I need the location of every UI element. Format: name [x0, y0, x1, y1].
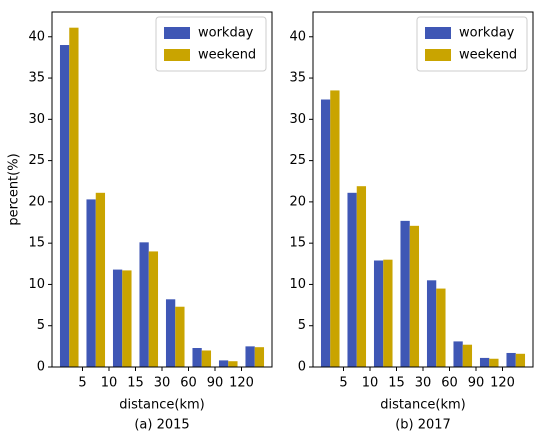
x-tick-label: 120: [229, 376, 254, 391]
x-tick-label: 30: [154, 376, 171, 391]
y-tick-label: 30: [289, 112, 306, 127]
bar: [356, 186, 367, 367]
bar: [218, 360, 229, 367]
y-tick-label: 10: [28, 277, 45, 292]
y-axis-label: percent(%): [7, 153, 22, 225]
bar: [192, 348, 202, 367]
bar: [122, 270, 132, 367]
legend-label: workday: [198, 26, 254, 41]
x-tick-label: 10: [362, 376, 379, 391]
caption: (b) 2017: [395, 418, 451, 433]
legend-label: weekend: [459, 48, 517, 63]
y-tick-label: 15: [28, 236, 45, 251]
y-tick-label: 0: [37, 360, 45, 375]
bar: [330, 90, 340, 367]
bar: [228, 361, 238, 367]
bar: [479, 357, 490, 367]
bar: [69, 27, 79, 368]
bar: [245, 346, 255, 367]
bar: [148, 251, 159, 367]
x-axis-label: distance(km): [380, 398, 465, 413]
legend-label: weekend: [198, 48, 256, 63]
x-tick-label: 15: [388, 376, 405, 391]
y-tick-label: 5: [37, 318, 45, 333]
y-tick-label: 40: [289, 29, 306, 44]
y-tick-label: 5: [298, 318, 306, 333]
bar: [112, 269, 123, 367]
legend-swatch: [164, 49, 190, 61]
y-tick-label: 10: [289, 277, 306, 292]
bar: [515, 353, 526, 367]
x-tick-label: 90: [207, 376, 224, 391]
bar: [139, 242, 149, 367]
bar: [426, 280, 437, 367]
y-tick-label: 30: [28, 112, 45, 127]
bar: [373, 260, 384, 367]
x-tick-label: 10: [101, 376, 118, 391]
y-tick-label: 0: [298, 360, 306, 375]
x-tick-label: 5: [78, 376, 86, 391]
axes-frame: [51, 11, 273, 368]
bar: [86, 199, 96, 367]
axes-frame: [312, 11, 534, 368]
bar: [201, 350, 212, 367]
x-axis-label: distance(km): [119, 398, 204, 413]
y-tick-label: 25: [28, 153, 45, 168]
x-tick-label: 15: [127, 376, 144, 391]
y-tick-label: 15: [289, 236, 306, 251]
y-tick-label: 25: [289, 153, 306, 168]
bar: [95, 192, 106, 367]
x-tick-label: 5: [339, 376, 347, 391]
bar: [409, 225, 420, 367]
x-tick-label: 90: [468, 376, 485, 391]
bar: [453, 341, 463, 367]
legend-label: workday: [459, 26, 515, 41]
legend-swatch: [425, 27, 451, 39]
x-tick-label: 30: [415, 376, 432, 391]
bar: [462, 344, 473, 367]
bar: [347, 192, 357, 367]
legend-swatch: [425, 49, 451, 61]
y-tick-label: 35: [289, 71, 306, 86]
legend-swatch: [164, 27, 190, 39]
y-tick-label: 20: [289, 194, 306, 209]
bar: [506, 352, 516, 367]
bar: [489, 358, 499, 367]
bar: [59, 45, 70, 367]
x-tick-label: 60: [180, 376, 197, 391]
x-tick-label: 60: [441, 376, 458, 391]
bar: [383, 259, 393, 367]
bar: [320, 99, 331, 367]
x-tick-label: 120: [490, 376, 515, 391]
bar: [400, 220, 410, 367]
y-tick-label: 40: [28, 29, 45, 44]
y-tick-label: 35: [28, 71, 45, 86]
caption: (a) 2015: [134, 418, 189, 433]
y-tick-label: 20: [28, 194, 45, 209]
bar: [254, 347, 265, 367]
bar: [436, 288, 446, 367]
bar: [175, 306, 185, 367]
bar: [165, 299, 176, 367]
